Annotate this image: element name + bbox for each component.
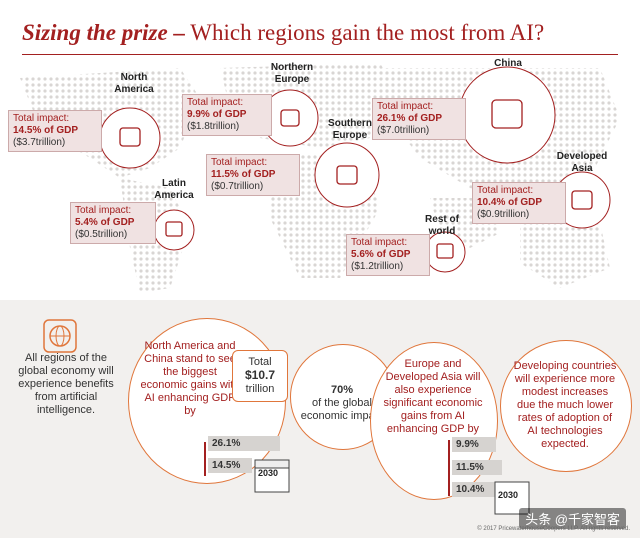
copyright: © 2017 PricewaterhouseCoopers LLP. All r… xyxy=(477,526,630,532)
latin-america-bubble xyxy=(153,209,195,251)
rest-of-world-bubble xyxy=(424,231,466,273)
impact-gdp: 26.1% of GDP xyxy=(377,113,443,124)
impact-trillion: ($1.8trillion) xyxy=(187,121,240,132)
region-bubbles xyxy=(99,66,611,273)
europe-asia-year: 2030 xyxy=(498,490,519,500)
chip-icon xyxy=(436,243,454,259)
impact-box-north-america: Total impact: 14.5% of GDP ($3.7trillion… xyxy=(8,110,102,152)
impact-label: Total impact: xyxy=(75,205,132,216)
na-china-bar-1: 26.1% xyxy=(208,436,280,451)
region-name-southern-europe: Southern Europe xyxy=(328,118,372,141)
chip-icon xyxy=(280,109,300,127)
chip-icon xyxy=(165,221,183,237)
total-value: $10.7 xyxy=(244,368,276,382)
impact-trillion: ($1.2trillion) xyxy=(351,261,404,272)
calendar-icon xyxy=(254,459,290,493)
share-value: 70% xyxy=(330,384,354,396)
impact-label: Total impact: xyxy=(477,185,534,196)
impact-label: Total impact: xyxy=(377,101,434,112)
world-map: North America Total impact: 14.5% of GDP… xyxy=(0,58,640,300)
impact-label: Total impact: xyxy=(13,113,70,124)
impact-gdp: 5.6% of GDP xyxy=(351,249,411,260)
impact-box-northern-europe: Total impact: 9.9% of GDP ($1.8trillion) xyxy=(182,94,272,136)
share-text-block: 70% of the global economic impact xyxy=(298,384,386,423)
na-china-text: North America and China stand to see the… xyxy=(140,340,240,417)
title-rest: Which regions gain the most from AI? xyxy=(184,20,545,45)
chip-icon xyxy=(571,190,593,210)
intro-text: All regions of the global economy will e… xyxy=(18,352,114,416)
total-label: Total xyxy=(248,356,272,368)
impact-box-rest-of-world: Total impact: 5.6% of GDP ($1.2trillion) xyxy=(346,234,430,276)
watermark: 头条 @千家智客 xyxy=(519,508,626,529)
developing-text: Developing countries will experience mor… xyxy=(513,360,617,450)
chip-icon xyxy=(119,127,141,147)
developing-bubble xyxy=(500,340,632,472)
page-title: Sizing the prize – Which regions gain th… xyxy=(22,20,544,46)
chip-icon xyxy=(336,165,358,185)
impact-box-southern-europe: Total impact: 11.5% of GDP ($0.7trillion… xyxy=(206,154,300,196)
region-name-china: China xyxy=(494,58,522,69)
total-unit: trillion xyxy=(245,383,275,395)
region-name-developed-asia: Developed Asia xyxy=(556,151,608,174)
impact-trillion: ($7.0trillion) xyxy=(377,125,430,136)
na-china-year: 2030 xyxy=(258,468,279,478)
globe-chip-icon xyxy=(43,319,77,353)
impact-label: Total impact: xyxy=(211,157,268,168)
impact-trillion: ($0.5trillion) xyxy=(75,229,128,240)
impact-gdp: 5.4% of GDP xyxy=(75,217,135,228)
na-china-bar-2: 14.5% xyxy=(208,458,252,473)
southern-europe-bubble xyxy=(314,142,380,208)
impact-gdp: 11.5% of GDP xyxy=(211,169,276,180)
region-name-latin-america: Latin America xyxy=(154,178,194,201)
chip-icon xyxy=(491,99,523,129)
share-text: of the global economic impact xyxy=(300,397,384,422)
impact-trillion: ($3.7trillion) xyxy=(13,137,66,148)
title-bold: Sizing the prize – xyxy=(22,20,185,45)
impact-gdp: 10.4% of GDP xyxy=(477,197,543,208)
impact-box-latin-america: Total impact: 5.4% of GDP ($0.5trillion) xyxy=(70,202,156,244)
impact-box-china: Total impact: 26.1% of GDP ($7.0trillion… xyxy=(372,98,466,140)
region-name-north-america: North America xyxy=(114,72,154,95)
region-name-rest-of-world: Rest of world xyxy=(425,214,459,237)
total-box: Total $10.7 trillion xyxy=(232,350,288,402)
connector-line xyxy=(448,440,450,496)
calendar-icon xyxy=(494,481,530,515)
europe-asia-bar-1: 9.9% xyxy=(452,437,496,452)
impact-trillion: ($0.7trillion) xyxy=(211,181,264,192)
impact-label: Total impact: xyxy=(187,97,244,108)
impact-label: Total impact: xyxy=(351,237,408,248)
europe-asia-text: Europe and Developed Asia will also expe… xyxy=(383,358,483,435)
europe-asia-bar-3: 10.4% xyxy=(452,482,498,497)
summary-band: All regions of the global economy will e… xyxy=(0,300,640,538)
impact-gdp: 9.9% of GDP xyxy=(187,109,247,120)
impact-trillion: ($0.9trillion) xyxy=(477,209,530,220)
europe-asia-bar-2: 11.5% xyxy=(452,460,502,475)
impact-gdp: 14.5% of GDP xyxy=(13,125,79,136)
impact-box-developed-asia: Total impact: 10.4% of GDP ($0.9trillion… xyxy=(472,182,566,224)
connector-line xyxy=(204,442,206,476)
north-america-bubble xyxy=(99,107,161,169)
title-rule xyxy=(22,54,618,55)
china-bubble xyxy=(458,66,556,164)
region-name-northern-europe: Northern Europe xyxy=(270,62,314,85)
